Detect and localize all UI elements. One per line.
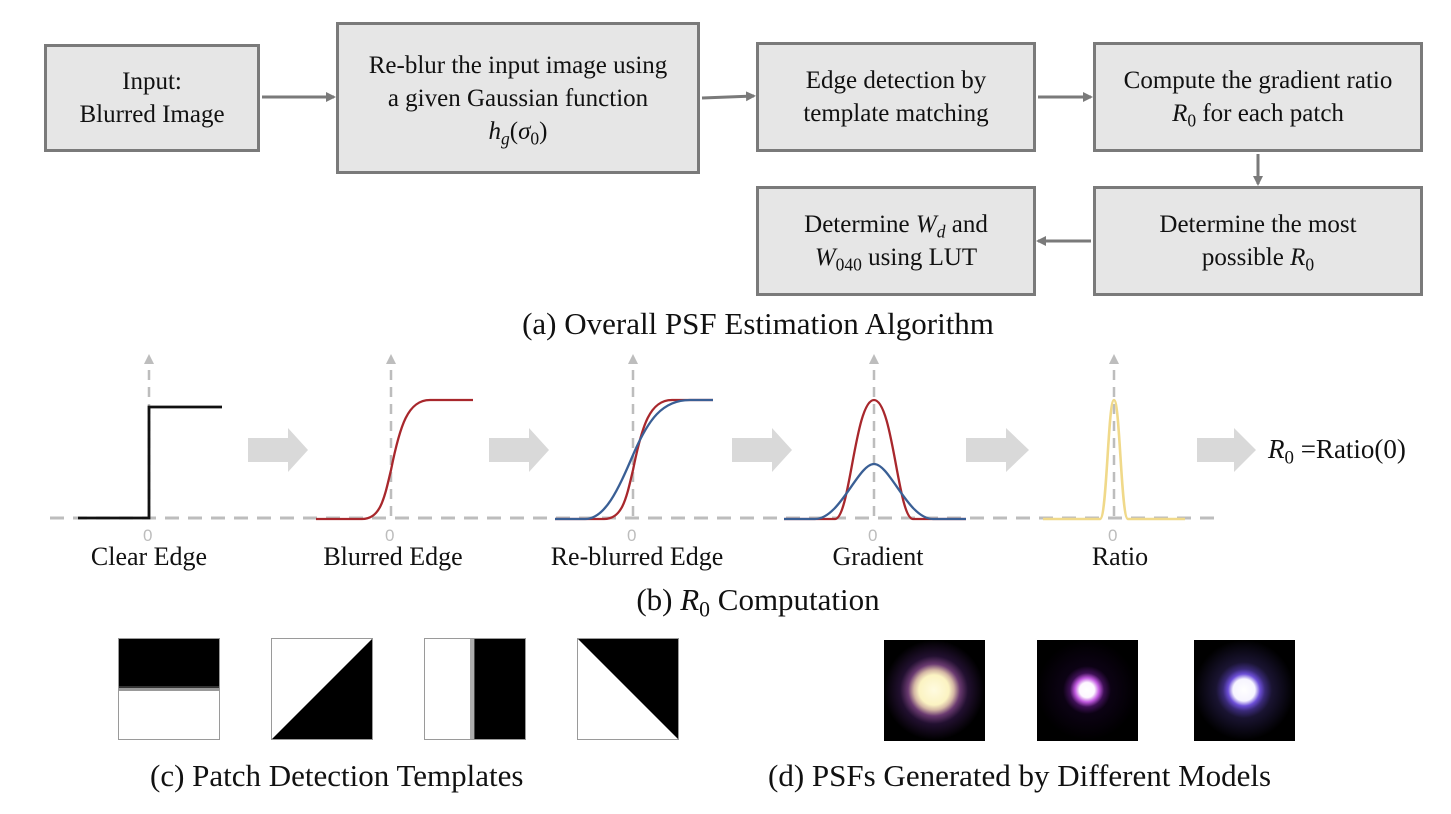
label-reblurred-edge: Re-blurred Edge xyxy=(550,542,724,571)
gradient-blue-curve xyxy=(784,462,966,521)
process-arrow-1 xyxy=(248,428,308,472)
label-gradient: Gradient xyxy=(832,542,924,571)
reblur-box: Re-blur the input image using a given Ga… xyxy=(336,22,700,174)
clear-edge-curve xyxy=(78,405,222,520)
template-diagonal-rising xyxy=(271,638,373,740)
label-ratio: Ratio xyxy=(1091,542,1149,571)
blurred-edge-curve xyxy=(316,398,473,521)
template-diagonal-falling xyxy=(577,638,679,740)
label-clear-edge: Clear Edge xyxy=(90,542,208,571)
origin-tick-1: 0 xyxy=(143,526,153,545)
determine-w-box: Determine Wd and W040 using LUT xyxy=(756,186,1036,296)
edge-detection-box: Edge detection by template matching xyxy=(756,42,1036,152)
reblur-line1: Re-blur the input image using xyxy=(368,51,668,79)
origin-tick-2: 0 xyxy=(385,526,395,545)
caption-a: (a) Overall PSF Estimation Algorithm xyxy=(522,306,994,341)
process-arrow-3 xyxy=(732,428,792,472)
blurred-edge-curve-2 xyxy=(555,398,713,521)
edge-line1: Edge detection by xyxy=(805,67,987,94)
input-box: Input: Blurred Image xyxy=(44,44,260,152)
reblurred-edge-curve xyxy=(555,398,713,521)
origin-tick-5: 0 xyxy=(1108,526,1118,545)
edge-line2: template matching xyxy=(803,100,989,127)
psf-small-violet xyxy=(1037,640,1138,741)
label-blurred-edge: Blurred Edge xyxy=(323,542,463,571)
caption-c: (c) Patch Detection Templates xyxy=(150,758,524,793)
psf-medium-blue xyxy=(1194,640,1295,741)
template-vertical-edge xyxy=(424,638,526,740)
process-arrow-5 xyxy=(1197,428,1256,472)
origin-tick-4: 0 xyxy=(868,526,878,545)
r0-result-label: R0 =Ratio(0) xyxy=(1268,434,1406,469)
determine-r0-line2: possible R0 xyxy=(1201,244,1315,275)
input-line1: Input: xyxy=(122,68,182,95)
ratio-curve xyxy=(1043,398,1185,521)
input-line2: Blurred Image xyxy=(79,101,225,128)
process-arrow-2 xyxy=(489,428,549,472)
origin-tick-3: 0 xyxy=(627,526,637,545)
determine-w-line2: W040 using LUT xyxy=(814,244,978,275)
compute-line2: R0 for each patch xyxy=(1172,100,1344,131)
reblur-line3: hg(σ0) xyxy=(488,117,548,148)
gradient-red-curve xyxy=(784,398,966,521)
process-arrows xyxy=(248,428,1256,472)
determine-r0-box: Determine the most possible R0 xyxy=(1093,186,1423,296)
caption-d: (d) PSFs Generated by Different Models xyxy=(768,758,1272,793)
psf-large-yellow xyxy=(884,640,985,741)
reblur-line2: a given Gaussian function xyxy=(387,84,649,112)
caption-b: (b) R0 Computation xyxy=(636,582,880,622)
compute-ratio-box: Compute the gradient ratio R0 for each p… xyxy=(1093,42,1423,152)
axis-arrowheads xyxy=(144,354,1119,364)
process-arrow-4 xyxy=(966,428,1029,472)
template-horizontal-edge xyxy=(118,638,220,740)
determine-w-line1: Determine Wd and xyxy=(804,211,988,242)
arrow-reblur-to-edge xyxy=(701,91,756,102)
determine-r0-line1: Determine the most xyxy=(1159,211,1357,238)
compute-line1: Compute the gradient ratio xyxy=(1123,67,1393,94)
